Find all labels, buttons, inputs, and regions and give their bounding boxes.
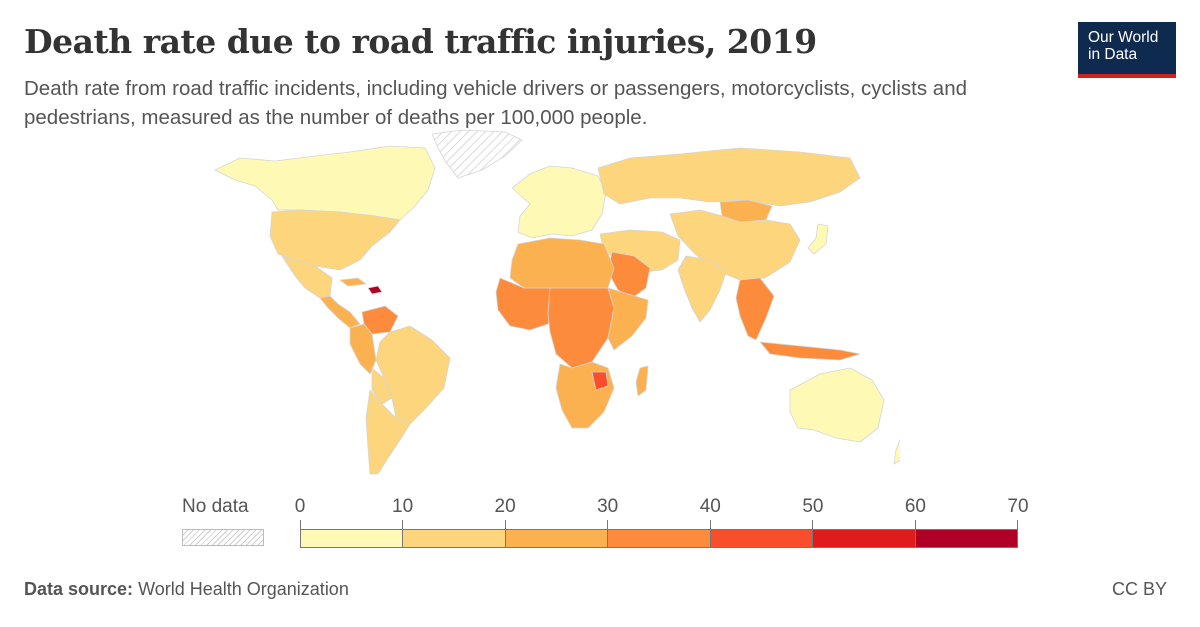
legend-tick-mark <box>1017 520 1018 529</box>
legend-tick-mark <box>505 520 506 529</box>
map-region-japan <box>807 223 829 255</box>
legend-tick: 10 <box>392 496 414 517</box>
legend-tick: 40 <box>699 496 721 517</box>
map-region-united-states <box>269 209 401 271</box>
legend-bin-1[interactable] <box>403 530 506 547</box>
map-region-east-africa <box>607 287 649 351</box>
legend-tick: 0 <box>294 496 306 517</box>
map-region-north-africa <box>509 237 615 289</box>
data-source: Data source: World Health Organization <box>24 579 349 600</box>
data-source-link[interactable]: World Health Organization <box>138 579 349 599</box>
map-region-andes <box>349 323 377 375</box>
map-region-central-america <box>319 295 361 329</box>
chart-subtitle: Death rate from road traffic incidents, … <box>24 77 968 129</box>
legend-tick: 30 <box>597 496 619 517</box>
map-region-china <box>669 209 801 281</box>
legend-color-scale <box>300 529 1018 548</box>
legend-no-data-swatch <box>182 529 264 546</box>
legend-tick: 60 <box>904 496 926 517</box>
legend-bin-4[interactable] <box>710 530 814 547</box>
legend-tick-mark <box>300 520 301 529</box>
logo-line-1: Our World <box>1088 29 1159 46</box>
map-region-dominican-republic <box>367 285 383 295</box>
map-region-zimbabwe <box>591 371 609 391</box>
legend-tick-mark <box>607 520 608 529</box>
map-region-southern-cone <box>365 389 411 475</box>
legend-no-data-label: No data <box>182 496 249 517</box>
map-region-bolivia <box>371 367 393 405</box>
legend-bin-2[interactable] <box>505 530 609 547</box>
map-region-canada-alaska <box>214 145 436 221</box>
legend-tick: 70 <box>1007 496 1029 517</box>
owid-logo[interactable]: Our World in Data <box>1078 22 1176 78</box>
legend-tick-mark <box>402 520 403 529</box>
data-source-label: Data source: <box>24 579 134 599</box>
map-region-india <box>677 255 727 323</box>
legend-bin-3[interactable] <box>608 530 711 547</box>
legend-tick-mark <box>710 520 711 529</box>
map-region-greenland <box>431 129 523 179</box>
legend-bin-6[interactable] <box>915 530 1017 547</box>
legend-bin-5[interactable] <box>813 530 916 547</box>
legend-tick-mark <box>915 520 916 529</box>
chart-title: Death rate due to road traffic injuries,… <box>24 22 817 61</box>
map-region-europe <box>511 165 607 239</box>
map-region-west-africa <box>495 277 557 331</box>
map-region-new-zealand <box>893 439 900 465</box>
legend-bin-0[interactable] <box>301 530 404 547</box>
map-region-indonesia <box>759 341 861 361</box>
map-region-southeast-asia <box>735 277 775 341</box>
map-region-madagascar <box>635 365 649 397</box>
map-region-australia <box>789 367 885 443</box>
map-region-caribbean <box>339 277 367 287</box>
legend-tick: 20 <box>494 496 516 517</box>
legend-tick-mark <box>812 520 813 529</box>
map-region-central-africa <box>547 287 615 369</box>
logo-line-2: in Data <box>1088 46 1138 63</box>
map-region-russia <box>597 147 861 207</box>
world-map <box>214 129 900 475</box>
license-link[interactable]: CC BY <box>1112 579 1168 599</box>
legend-tick: 50 <box>802 496 824 517</box>
